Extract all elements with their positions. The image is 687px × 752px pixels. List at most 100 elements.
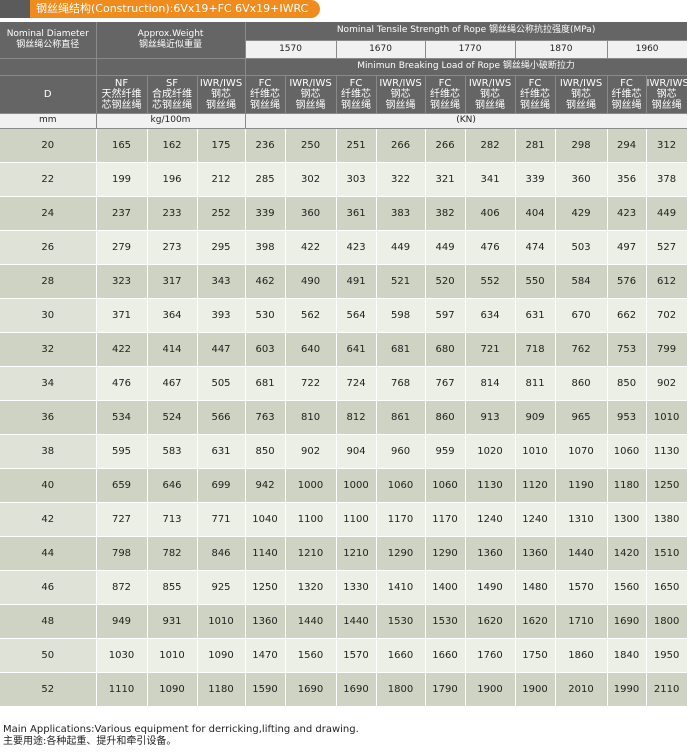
value-cell: 1480 xyxy=(515,570,556,605)
value-cell: 1090 xyxy=(147,672,198,707)
value-cell: 713 xyxy=(147,502,198,537)
value-cell: 1690 xyxy=(336,672,377,707)
value-cell: 196 xyxy=(147,162,198,197)
value-cell: 524 xyxy=(147,400,198,435)
load-type-fc-1960: FC 纤维芯 钢丝绳 xyxy=(607,75,647,114)
value-cell: 382 xyxy=(425,196,466,231)
value-cell: 281 xyxy=(515,128,556,163)
table-row: 52 1110 1090 1180 1590 1690 1690 1800 1790 1900 19… xyxy=(0,672,687,707)
value-cell: 904 xyxy=(336,434,377,469)
unit-load: (KN) xyxy=(245,113,687,129)
weight-header-spacer xyxy=(96,58,246,76)
value-cell: 959 xyxy=(425,434,466,469)
table-row: 26 279 273 295 398 422 423 449 449 476 474 503 497 52… xyxy=(0,230,687,265)
load-type-fc-1870: FC 纤维芯 钢丝绳 xyxy=(515,75,556,114)
value-cell: 237 xyxy=(96,196,148,231)
value-cell: 476 xyxy=(465,230,516,265)
grade-1870: 1870 xyxy=(515,40,608,59)
diameter-header-en: Nominal Diameter xyxy=(6,28,89,39)
value-cell: 175 xyxy=(197,128,246,163)
value-cell: 279 xyxy=(96,230,148,265)
value-cell: 467 xyxy=(147,366,198,401)
value-cell: 1210 xyxy=(285,536,337,571)
value-cell: 360 xyxy=(555,162,608,197)
table-row: 36 534 524 566 763 810 812 861 860 913 909 965 953 10… xyxy=(0,400,687,435)
value-cell: 1330 xyxy=(336,570,377,605)
value-cell: 497 xyxy=(607,230,647,265)
value-cell: 1000 xyxy=(285,468,337,503)
value-cell: 491 xyxy=(336,264,377,299)
value-cell: 1030 xyxy=(96,638,148,673)
value-cell: 252 xyxy=(197,196,246,231)
value-cell: 371 xyxy=(96,298,148,333)
value-cell: 1650 xyxy=(646,570,687,605)
value-cell: 631 xyxy=(515,298,556,333)
table-body: 20 165 162 175 236 250 251 266 266 282 281 298 294 31… xyxy=(0,128,687,707)
value-cell: 1180 xyxy=(197,672,246,707)
diameter-header: Nominal Diameter 钢丝绳公称直径 xyxy=(0,22,97,59)
value-cell: 423 xyxy=(336,230,377,265)
applications-en: Main Applications:Various equipment for … xyxy=(3,724,359,735)
diameter-cell: 34 xyxy=(0,366,97,401)
value-cell: 1400 xyxy=(425,570,466,605)
value-cell: 1110 xyxy=(96,672,148,707)
value-cell: 855 xyxy=(147,570,198,605)
value-cell: 860 xyxy=(425,400,466,435)
value-cell: 1690 xyxy=(607,604,647,639)
value-cell: 799 xyxy=(646,332,687,367)
value-cell: 285 xyxy=(245,162,286,197)
footer: Main Applications:Various equipment for … xyxy=(3,724,359,748)
value-cell: 810 xyxy=(285,400,337,435)
value-cell: 449 xyxy=(425,230,466,265)
value-cell: 447 xyxy=(197,332,246,367)
diameter-cell: 32 xyxy=(0,332,97,367)
breaking-load-header: Minimun Breaking Load of Rope 钢丝绳小破断拉力 xyxy=(245,58,687,76)
value-cell: 902 xyxy=(646,366,687,401)
unit-weight: kg/100m xyxy=(96,113,246,129)
value-cell: 850 xyxy=(245,434,286,469)
value-cell: 1750 xyxy=(515,638,556,673)
value-cell: 576 xyxy=(607,264,647,299)
value-cell: 341 xyxy=(465,162,516,197)
value-cell: 612 xyxy=(646,264,687,299)
value-cell: 1790 xyxy=(425,672,466,707)
applications-cn: 主要用途:各种起重、提升和牵引设备。 xyxy=(3,736,177,747)
diameter-cell: 48 xyxy=(0,604,97,639)
value-cell: 1490 xyxy=(465,570,516,605)
diameter-header-spacer xyxy=(0,58,97,76)
value-cell: 814 xyxy=(465,366,516,401)
rope-spec-table: Nominal Diameter 钢丝绳公称直径 Approx.Weight 钢… xyxy=(0,22,687,707)
value-cell: 552 xyxy=(465,264,516,299)
value-cell: 273 xyxy=(147,230,198,265)
value-cell: 1690 xyxy=(285,672,337,707)
table-row: 20 165 162 175 236 250 251 266 266 282 281 298 294 31… xyxy=(0,128,687,163)
value-cell: 811 xyxy=(515,366,556,401)
value-cell: 763 xyxy=(245,400,286,435)
value-cell: 398 xyxy=(245,230,286,265)
value-cell: 1470 xyxy=(245,638,286,673)
value-cell: 861 xyxy=(376,400,426,435)
table-row: 22 199 196 212 285 302 303 322 321 341 339 360 356 37… xyxy=(0,162,687,197)
table-row: 46 872 855 925 1250 1320 1330 1410 1400 1490 1480 1… xyxy=(0,570,687,605)
value-cell: 521 xyxy=(376,264,426,299)
diameter-cell: 24 xyxy=(0,196,97,231)
value-cell: 1620 xyxy=(465,604,516,639)
value-cell: 356 xyxy=(607,162,647,197)
table-row: 50 1030 1010 1090 1470 1560 1570 1660 1660 1760 17… xyxy=(0,638,687,673)
value-cell: 953 xyxy=(607,400,647,435)
value-cell: 1440 xyxy=(336,604,377,639)
value-cell: 681 xyxy=(245,366,286,401)
value-cell: 681 xyxy=(376,332,426,367)
diameter-cell: 20 xyxy=(0,128,97,163)
value-cell: 1000 xyxy=(336,468,377,503)
weight-type-iwr: IWR/IWS 钢芯 钢丝绳 xyxy=(197,75,246,114)
table-row: 30 371 364 393 530 562 564 598 597 634 631 670 662 70… xyxy=(0,298,687,333)
value-cell: 659 xyxy=(96,468,148,503)
diameter-cell: 28 xyxy=(0,264,97,299)
title-bar: 钢丝绳结构(Construction):6Vx19+FC 6Vx19+IWRC xyxy=(0,0,321,18)
value-cell: 960 xyxy=(376,434,426,469)
value-cell: 236 xyxy=(245,128,286,163)
value-cell: 250 xyxy=(285,128,337,163)
value-cell: 771 xyxy=(197,502,246,537)
grade-1960: 1960 xyxy=(607,40,687,59)
